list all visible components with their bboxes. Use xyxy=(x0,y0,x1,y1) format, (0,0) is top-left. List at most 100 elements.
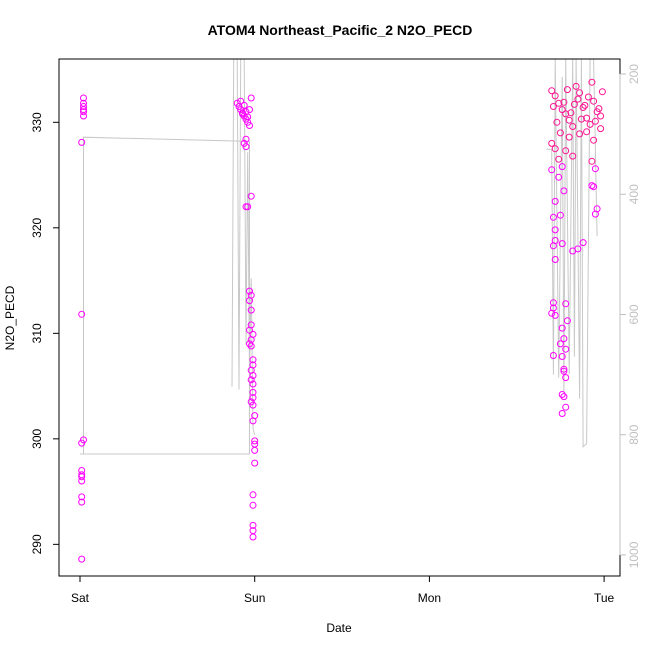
data-point xyxy=(246,326,253,334)
x-axis-label: Date xyxy=(326,621,352,635)
data-point xyxy=(251,437,259,445)
data-point xyxy=(246,106,253,114)
data-point xyxy=(549,213,557,221)
data-point xyxy=(553,118,561,126)
data-point xyxy=(579,239,587,247)
data-point xyxy=(247,306,255,314)
y2-tick-label: 200 xyxy=(627,64,641,84)
data-point xyxy=(78,477,86,485)
data-point xyxy=(551,92,559,100)
data-point xyxy=(549,103,557,110)
data-point xyxy=(583,128,591,136)
data-point xyxy=(562,403,570,411)
data-point xyxy=(569,152,577,160)
y-tick-label: 290 xyxy=(30,534,44,554)
data-point xyxy=(240,101,248,109)
data-point xyxy=(247,342,255,350)
data-point xyxy=(597,112,605,120)
data-point xyxy=(588,78,596,86)
data-point xyxy=(249,380,257,388)
x-axis: Sat Sun Mon Tue xyxy=(71,575,615,605)
data-point xyxy=(590,136,598,144)
data-point xyxy=(588,182,596,190)
y-tick-label: 320 xyxy=(30,217,44,237)
y-axis-label: N2O_PECD xyxy=(3,285,17,350)
data-point xyxy=(558,106,566,114)
data-point xyxy=(579,104,587,111)
data-point xyxy=(249,491,257,499)
data-point xyxy=(562,110,570,118)
data-point xyxy=(560,367,568,375)
data-point xyxy=(242,203,250,211)
data-point xyxy=(549,242,557,250)
data-point xyxy=(577,115,585,123)
data-point xyxy=(78,493,86,501)
data-point xyxy=(558,410,566,417)
data-point xyxy=(555,99,563,107)
data-point xyxy=(586,120,594,128)
data-point xyxy=(556,211,564,219)
data-point xyxy=(246,340,253,348)
data-point xyxy=(576,130,584,138)
data-point xyxy=(590,183,598,191)
data-point xyxy=(558,324,566,332)
data-point xyxy=(242,135,250,143)
data-point xyxy=(78,310,86,318)
data-point xyxy=(567,109,575,117)
data-point xyxy=(555,155,563,163)
data-point xyxy=(246,297,253,305)
data-point xyxy=(78,473,86,481)
data-point xyxy=(569,123,577,130)
data-point xyxy=(548,139,556,147)
data-point xyxy=(595,105,603,113)
data-point xyxy=(78,498,86,506)
n2o-series xyxy=(78,78,606,563)
data-point xyxy=(551,226,559,234)
data-point xyxy=(549,352,557,359)
pressure-line-1 xyxy=(80,136,250,455)
data-point xyxy=(249,401,257,409)
data-point xyxy=(556,129,564,137)
y2-tick-label: 400 xyxy=(627,184,641,204)
data-point xyxy=(246,122,253,129)
data-point xyxy=(249,372,257,379)
data-point xyxy=(558,353,566,360)
pressure-series xyxy=(80,58,598,455)
data-point xyxy=(78,555,86,563)
data-point xyxy=(80,103,87,110)
data-point xyxy=(80,112,87,120)
data-point xyxy=(551,197,559,205)
y2-tick-label: 800 xyxy=(627,424,641,444)
data-point xyxy=(598,88,606,96)
data-point xyxy=(574,245,582,253)
data-point xyxy=(551,145,559,153)
data-point xyxy=(563,86,571,94)
data-point xyxy=(80,94,87,102)
data-point xyxy=(78,138,86,146)
data-point xyxy=(562,300,570,308)
y2-tick-label: 1000 xyxy=(627,541,641,568)
data-point xyxy=(562,374,570,382)
data-point xyxy=(249,533,257,541)
data-point xyxy=(549,299,557,307)
x-tick-label: Sat xyxy=(71,591,90,605)
data-point xyxy=(548,309,556,317)
x-tick-label: Mon xyxy=(418,591,441,605)
data-point xyxy=(591,117,599,125)
y-tick-label: 300 xyxy=(30,429,44,449)
data-point xyxy=(560,98,568,106)
data-point xyxy=(249,356,257,364)
data-point xyxy=(572,82,580,90)
data-point xyxy=(565,133,573,141)
y-axis-left: 290 300 310 320 330 xyxy=(30,112,60,554)
data-point xyxy=(78,439,86,447)
data-point xyxy=(563,317,571,325)
chart-title: ATOM4 Northeast_Pacific_2 N2O_PECD xyxy=(208,22,473,38)
data-point xyxy=(551,256,559,263)
data-point xyxy=(246,287,253,295)
data-point xyxy=(576,89,584,97)
data-point xyxy=(570,100,578,108)
data-point xyxy=(548,87,556,95)
data-point xyxy=(591,165,599,173)
data-point xyxy=(588,157,596,165)
